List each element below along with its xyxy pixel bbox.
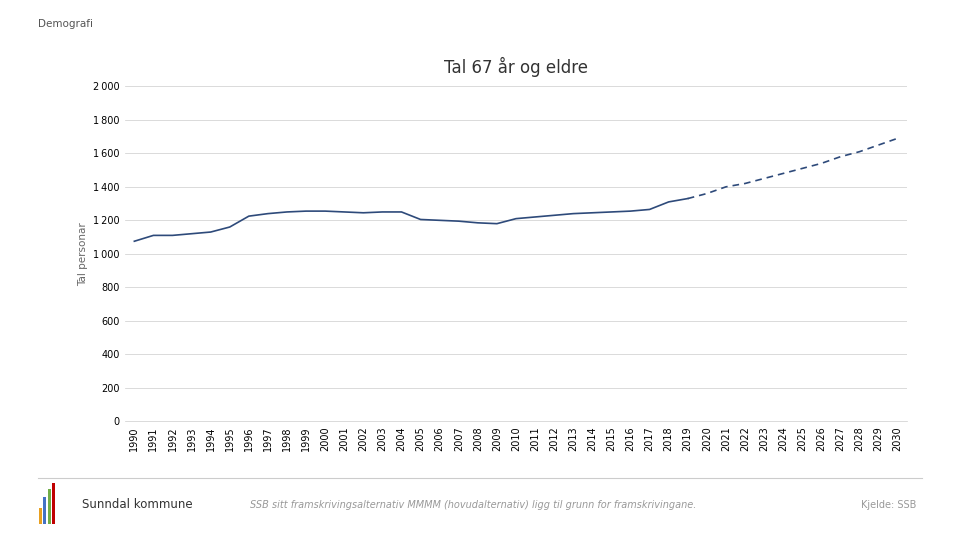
- Y-axis label: Tal personar: Tal personar: [78, 222, 87, 286]
- Title: Tal 67 år og eldre: Tal 67 år og eldre: [444, 57, 588, 77]
- Text: Sunndal kommune: Sunndal kommune: [82, 498, 192, 511]
- Bar: [52, 483, 55, 524]
- Bar: [48, 489, 51, 524]
- Text: SSB sitt framskrivingsalternativ MMMM (hovudalternativ) ligg til grunn for frams: SSB sitt framskrivingsalternativ MMMM (h…: [250, 500, 696, 510]
- Bar: [39, 508, 42, 524]
- Text: Kjelde: SSB: Kjelde: SSB: [861, 500, 917, 510]
- Text: Demografi: Demografi: [38, 19, 93, 29]
- Bar: [43, 497, 46, 524]
